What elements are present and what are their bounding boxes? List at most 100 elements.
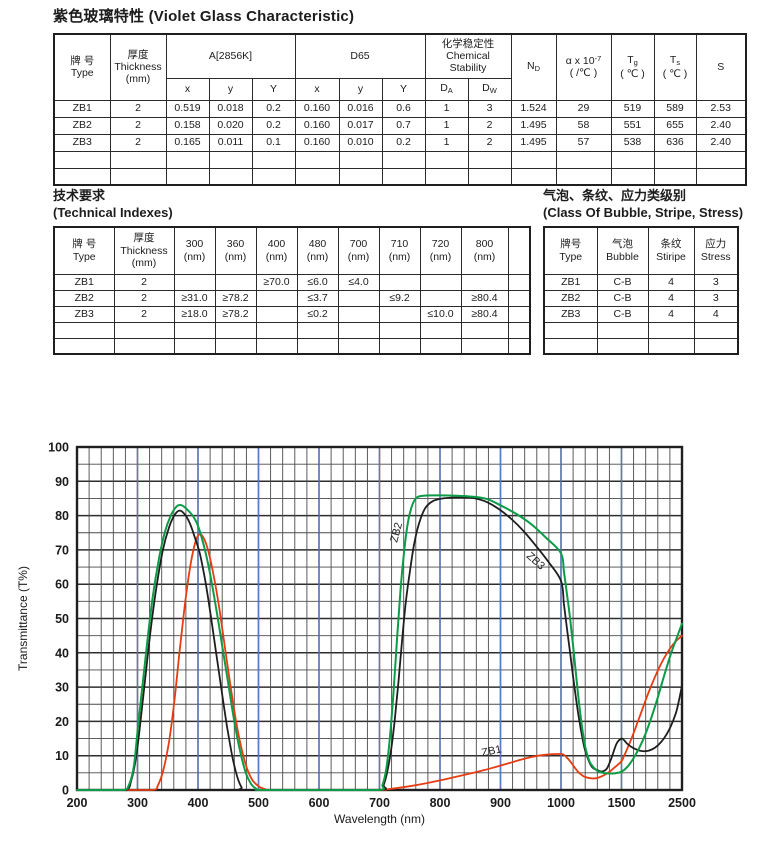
col-header-360nm: 360 (nm) (214, 226, 257, 275)
col-header-tg: Tg ( ℃ ) (610, 33, 655, 101)
table-cell: ≤4.0 (337, 273, 380, 291)
technical-indexes-table: 牌 号 Type 厚度 Thickness (mm) 300 (nm) 360 (nm) … (53, 226, 531, 355)
table-cell (510, 167, 557, 186)
x-tick-label: 700 (369, 796, 390, 810)
col-header-300nm: 300 (nm) (173, 226, 216, 275)
table-cell: ≤10.0 (419, 305, 462, 323)
table-cell (378, 321, 421, 339)
table-cell: 2 (467, 116, 512, 135)
y-tick-label: 60 (55, 578, 69, 592)
curve-zb3 (76, 496, 683, 791)
table-cell (555, 150, 612, 169)
col-header-alpha: α x 10-7 ( /℃ ) (555, 33, 612, 101)
table-cell: ZB1 (53, 273, 115, 291)
transmittance-chart: 0 10 20 30 40 50 60 70 80 90 100 200 300 400 500 600 700… (0, 420, 759, 843)
table-cell: 3 (467, 99, 512, 118)
table-cell (543, 321, 598, 339)
table-cell (113, 337, 175, 355)
table-cell: 538 (610, 133, 655, 152)
y-tick-label: 50 (55, 612, 69, 626)
table-cell (251, 150, 296, 169)
table-cell (337, 305, 380, 323)
table-cell (424, 150, 469, 169)
table-cell (338, 167, 383, 186)
table-cell (378, 305, 421, 323)
table-cell (460, 273, 509, 291)
table-cell (208, 167, 253, 186)
table-cell (693, 321, 739, 339)
page-title: 紫色玻璃特性 (Violet Glass Characteristic) (53, 8, 355, 25)
chart-curves (76, 494, 683, 791)
table-cell (378, 337, 421, 355)
table-cell: 1.524 (510, 99, 557, 118)
table-cell: 0.1 (251, 133, 296, 152)
table-cell: 2.40 (695, 116, 747, 135)
table-cell (109, 167, 167, 186)
table-cell (214, 321, 257, 339)
table-cell: 2.53 (695, 99, 747, 118)
col-header-stripe: 条纹 Stiripe (647, 226, 695, 275)
col-header-stress: 应力 Stress (693, 226, 739, 275)
table-cell (378, 273, 421, 291)
table-cell (255, 289, 298, 307)
table-empty-row (53, 167, 747, 186)
table-cell (214, 337, 257, 355)
table-cell: ≥78.2 (214, 289, 257, 307)
table-empty-row (53, 321, 531, 339)
table-cell: 2 (467, 133, 512, 152)
table-cell: ZB2 (53, 289, 115, 307)
table-cell (467, 167, 512, 186)
col-header-thickness: 厚度 Thickness (mm) (109, 33, 167, 101)
table-cell (596, 321, 649, 339)
table-cell: 1 (424, 116, 469, 135)
table-cell: ≥70.0 (255, 273, 298, 291)
table-cell (294, 150, 340, 169)
col-header-nd: ND (510, 33, 557, 101)
col-header-480nm: 480 (nm) (296, 226, 339, 275)
table-cell: 0.020 (208, 116, 253, 135)
col-header-blank (507, 226, 531, 275)
table-cell: ZB3 (53, 305, 115, 323)
table-cell: 0.160 (294, 99, 340, 118)
y-tick-label: 10 (55, 749, 69, 763)
table-cell (507, 321, 531, 339)
col-header-chemical-stability: 化学稳定性 Chemical Stability (424, 33, 512, 79)
table-cell (596, 337, 649, 355)
table-cell: 0.7 (381, 116, 426, 135)
table-cell: 2 (113, 289, 175, 307)
table-cell: 2 (113, 273, 175, 291)
table-cell (460, 321, 509, 339)
table-cell (510, 150, 557, 169)
table-cell: ≤3.7 (296, 289, 339, 307)
table-cell: 1.495 (510, 133, 557, 152)
col-header-type: 牌 号 Type (53, 33, 111, 101)
violet-glass-characteristic-table: 牌 号 Type 厚度 Thickness (mm) A[2856K] D65 … (53, 33, 747, 186)
table-empty-row (543, 337, 739, 355)
x-tick-label: 2500 (668, 796, 696, 810)
table-cell (610, 167, 655, 186)
subcol-da: DA (424, 77, 469, 101)
y-tick-label: 40 (55, 646, 69, 660)
x-tick-label: 800 (430, 796, 451, 810)
table-cell: 58 (555, 116, 612, 135)
table-cell: ≥18.0 (173, 305, 216, 323)
table-cell (165, 150, 210, 169)
technical-indexes-table-body: ZB1 2 ≥70.0 ≤6.0 ≤4.0 ZB2 2 ≥31.0 ≥78.2 ≤3.7 ≤… (53, 273, 531, 355)
table-row: ZB3 2 0.165 0.011 0.1 0.160 0.010 0.2 1 2 1.495 57 5… (53, 133, 747, 152)
table-cell: 0.017 (338, 116, 383, 135)
y-tick-label: 100 (48, 441, 69, 455)
table-cell: 2 (109, 133, 167, 152)
table-cell: 1 (424, 133, 469, 152)
table-cell: ≤0.2 (296, 305, 339, 323)
table-row: ZB2 2 0.158 0.020 0.2 0.160 0.017 0.7 1 2 1.495 58 5… (53, 116, 747, 135)
table-cell (255, 321, 298, 339)
table-cell (424, 167, 469, 186)
transmittance-chart-svg: 0 10 20 30 40 50 60 70 80 90 100 200 300 400 500 600 700… (16, 441, 696, 827)
y-tick-label: 90 (55, 475, 69, 489)
curve-label-zb2: ZB2 (388, 521, 405, 544)
table-cell (555, 167, 612, 186)
table-cell (647, 321, 695, 339)
table-cell (173, 321, 216, 339)
table-row: ZB3 C-B 4 4 (543, 305, 739, 323)
y-tick-label: 30 (55, 681, 69, 695)
